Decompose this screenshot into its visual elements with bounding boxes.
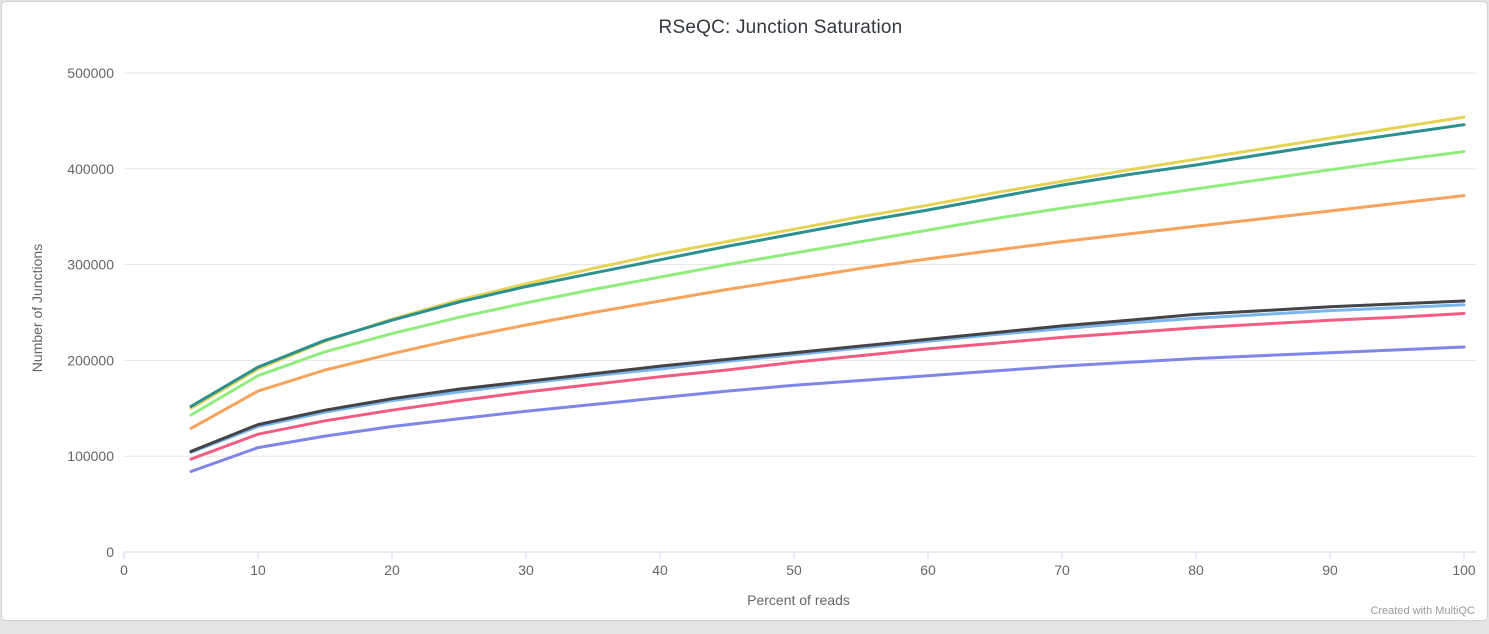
chart-title: RSeQC: Junction Saturation — [658, 17, 903, 38]
x-tick-label-30: 30 — [518, 562, 534, 578]
x-tick-label-40: 40 — [652, 562, 668, 578]
x-tick-label-80: 80 — [1188, 562, 1204, 578]
y-tick-label-100000: 100000 — [67, 448, 114, 464]
report-card: RSeQC: Junction Saturation 0 10 20 30 40 50 60… — [1, 1, 1488, 621]
x-tick-label-60: 60 — [920, 562, 936, 578]
series-line-sample-purple[interactable] — [189, 345, 1466, 473]
y-tick-label-400000: 400000 — [67, 161, 114, 177]
y-axis-title: Number of Junctions — [29, 243, 45, 373]
x-tick-label-100: 100 — [1452, 562, 1476, 578]
series-line-sample-darkgray[interactable] — [189, 299, 1466, 453]
series-line-sample-pink[interactable] — [189, 312, 1466, 461]
junction-saturation-chart: RSeQC: Junction Saturation 0 10 20 30 40 50 60… — [2, 2, 1487, 620]
y-tick-label-300000: 300000 — [67, 257, 114, 273]
series-line-sample-yellow[interactable] — [189, 115, 1466, 410]
x-tick-label-10: 10 — [250, 562, 266, 578]
series-line-sample-lightblue[interactable] — [189, 303, 1466, 454]
y-tick-label-0: 0 — [106, 544, 114, 560]
x-tick-label-20: 20 — [384, 562, 400, 578]
x-tick-label-90: 90 — [1322, 562, 1338, 578]
x-tick-label-50: 50 — [786, 562, 802, 578]
x-tick-label-0: 0 — [120, 562, 128, 578]
plot-area[interactable]: 0 10 20 30 40 50 60 70 80 90 100 0 100000 200000 30000… — [2, 2, 1489, 618]
y-tick-label-200000: 200000 — [67, 352, 114, 368]
series-line-sample-teal[interactable] — [189, 123, 1466, 408]
y-tick-label-500000: 500000 — [67, 65, 114, 81]
x-tick-label-70: 70 — [1054, 562, 1070, 578]
series-line-sample-orange[interactable] — [189, 194, 1466, 430]
x-axis-title: Percent of reads — [747, 592, 850, 608]
series-line-sample-green[interactable] — [189, 150, 1466, 417]
multiqc-credit: Created with MultiQC — [1370, 605, 1475, 617]
